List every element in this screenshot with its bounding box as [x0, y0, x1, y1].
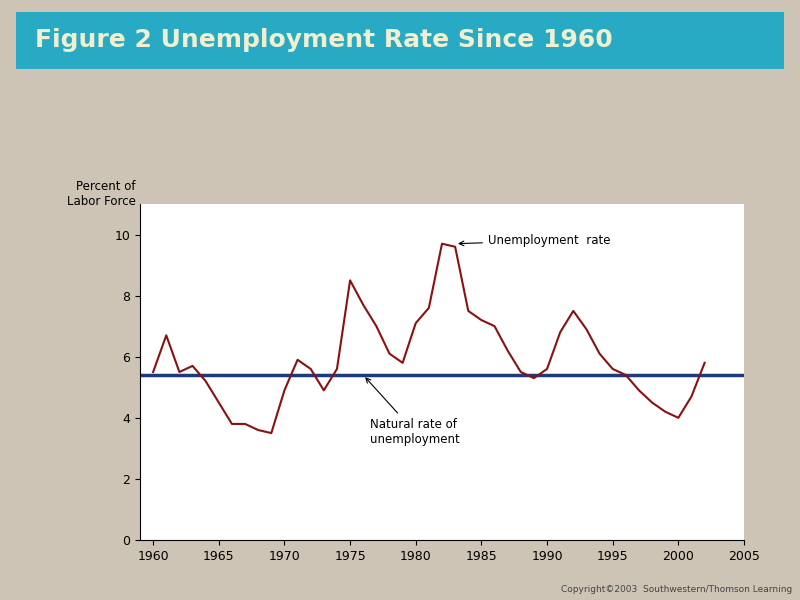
- Text: Unemployment  rate: Unemployment rate: [459, 234, 610, 247]
- Text: Percent of
Labor Force: Percent of Labor Force: [67, 180, 136, 208]
- Text: Natural rate of
unemployment: Natural rate of unemployment: [366, 378, 459, 446]
- Text: Copyright©2003  Southwestern/Thomson Learning: Copyright©2003 Southwestern/Thomson Lear…: [561, 585, 792, 594]
- Text: Figure 2 Unemployment Rate Since 1960: Figure 2 Unemployment Rate Since 1960: [35, 28, 613, 52]
- FancyBboxPatch shape: [0, 8, 800, 73]
